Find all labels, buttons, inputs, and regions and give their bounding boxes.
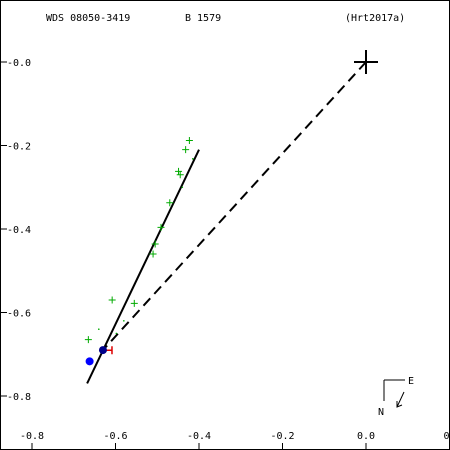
minor-dot-point [115, 332, 118, 335]
x-tick-label: 0. [443, 431, 450, 442]
observation-point [185, 136, 193, 144]
compass-north-label: N [378, 407, 384, 418]
x-tick-label: -0.2 [270, 431, 294, 442]
observation-point [176, 171, 184, 179]
observation-point [84, 336, 92, 344]
dashed-line-to-primary [102, 61, 367, 351]
y-tick-label: -0.8 [7, 392, 31, 403]
motion-arrow-shaft [396, 391, 405, 408]
y-tick-label: -0.2 [7, 142, 31, 153]
motion-arrow-head [396, 401, 403, 408]
wds-identifier: WDS 08050-3419 [46, 13, 130, 24]
compass-rose: N E [378, 376, 414, 418]
minor-dot-point [191, 158, 194, 160]
observation-point [108, 296, 116, 304]
observation-point [151, 240, 159, 248]
axes: -0.8 -0.6 -0.4 -0.2 0.0 0. -0.0 -0.2 -0.4 -0.6 -0.… [1, 58, 450, 449]
y-tick-label: -0.0 [7, 58, 31, 69]
minor-dot-point [181, 186, 184, 189]
y-tick-label: -0.6 [7, 309, 31, 320]
observation-point [166, 199, 174, 207]
x-tick-label: -0.8 [20, 431, 44, 442]
observation-point [182, 146, 190, 154]
orbit-fit-line [86, 149, 200, 384]
blue-position-point [98, 346, 107, 355]
chart-marks [84, 50, 378, 384]
compass-east-label: E [408, 376, 414, 387]
y-tick-label: -0.4 [7, 225, 31, 236]
observation-point [157, 223, 165, 231]
minor-dot-point [123, 320, 125, 322]
observation-point [149, 250, 157, 258]
reference-code: (Hrt2017a) [345, 13, 405, 24]
observation-point [175, 167, 183, 175]
blue-position-point [85, 357, 94, 366]
x-tick-label: -0.4 [187, 431, 211, 442]
discoverer-code: B 1579 [185, 13, 221, 24]
x-tick-label: -0.6 [103, 431, 127, 442]
x-tick-label: 0.0 [357, 431, 375, 442]
observation-point [130, 299, 138, 307]
minor-dot-point [98, 328, 100, 331]
